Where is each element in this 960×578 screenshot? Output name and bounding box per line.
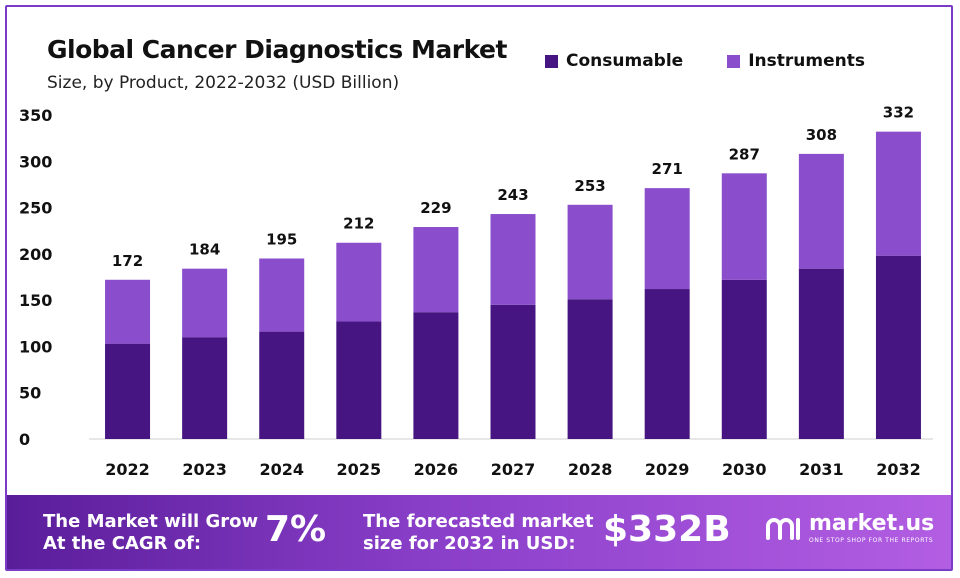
- bar-consumable-2025: [336, 321, 382, 439]
- bar-instruments-2022: [105, 279, 151, 344]
- x-tick-label: 2027: [491, 460, 536, 479]
- x-tick-label: 2024: [259, 460, 304, 479]
- x-tick-label: 2029: [645, 460, 690, 479]
- forecast-line-2: size for 2032 in USD:: [363, 533, 576, 554]
- chart-frame: Global Cancer Diagnostics Market Size, b…: [5, 5, 953, 571]
- data-label-total: 184: [189, 241, 220, 259]
- data-label-total: 271: [652, 160, 683, 178]
- y-tick-label: 150: [19, 291, 52, 310]
- footer-banner: The Market will Grow At the CAGR of: 7% …: [7, 495, 951, 569]
- y-tick-label: 250: [19, 199, 52, 218]
- x-tick-label: 2030: [722, 460, 767, 479]
- chart-title: Global Cancer Diagnostics Market: [47, 35, 507, 64]
- forecast-line-1: The forecasted market: [363, 511, 594, 532]
- forecast-value: $332B: [603, 509, 731, 550]
- legend-label-consumable: Consumable: [566, 51, 684, 71]
- bar-consumable-2030: [721, 279, 767, 439]
- legend: Consumable Instruments: [545, 51, 865, 71]
- bar-consumable-2032: [875, 255, 921, 439]
- brand-tagline: ONE STOP SHOP FOR THE REPORTS: [809, 537, 934, 544]
- cagr-text: The Market will Grow At the CAGR of:: [43, 511, 258, 555]
- data-label-total: 308: [806, 126, 837, 144]
- x-tick-label: 2032: [876, 460, 921, 479]
- data-label-total: 253: [574, 177, 605, 195]
- y-tick-label: 0: [19, 430, 30, 449]
- x-tick-label: 2025: [337, 460, 382, 479]
- bar-chart: 0 50 100 150 200 250 300 350 172 2022 184 2023 195 20…: [19, 104, 933, 479]
- bar-consumable-2028: [567, 299, 613, 439]
- bar-consumable-2027: [490, 304, 536, 439]
- cagr-line-2: At the CAGR of:: [43, 533, 202, 554]
- y-tick-label: 100: [19, 337, 52, 356]
- legend-swatch-consumable: [545, 54, 558, 68]
- brand-logo: market.us ONE STOP SHOP FOR THE REPORTS: [765, 513, 934, 544]
- data-label-total: 243: [497, 186, 528, 204]
- x-tick-label: 2031: [799, 460, 844, 479]
- market-us-logo-icon: [766, 517, 800, 540]
- forecast-text: The forecasted market size for 2032 in U…: [363, 511, 593, 555]
- brand-name: market.us: [809, 511, 935, 536]
- cagr-line-1: The Market will Grow: [43, 511, 259, 532]
- bar-instruments-2023: [182, 268, 228, 338]
- x-tick-label: 2026: [414, 460, 459, 479]
- bar-consumable-2022: [105, 343, 151, 439]
- bar-instruments-2030: [721, 173, 767, 280]
- chart-subtitle: Size, by Product, 2022-2032 (USD Billion…: [47, 73, 400, 93]
- bar-instruments-2028: [567, 204, 613, 300]
- x-tick-label: 2023: [182, 460, 227, 479]
- legend-item-instruments: Instruments: [727, 51, 865, 71]
- data-label-total: 332: [883, 104, 914, 122]
- bar-consumable-2029: [644, 289, 690, 439]
- bar-instruments-2032: [875, 131, 921, 256]
- x-tick-label: 2022: [105, 460, 150, 479]
- y-tick-label: 300: [19, 152, 52, 171]
- bar-instruments-2024: [259, 258, 305, 332]
- data-label-total: 212: [343, 215, 374, 233]
- data-label-total: 195: [266, 230, 297, 248]
- bar-instruments-2027: [490, 214, 536, 305]
- bar-consumable-2031: [798, 268, 844, 439]
- bar-consumable-2026: [413, 312, 459, 439]
- y-tick-label: 50: [19, 384, 41, 403]
- x-tick-label: 2028: [568, 460, 613, 479]
- bar-instruments-2031: [798, 153, 844, 269]
- y-tick-label: 200: [19, 245, 52, 264]
- bar-instruments-2029: [644, 188, 690, 290]
- legend-label-instruments: Instruments: [748, 51, 865, 71]
- y-tick-label: 350: [19, 106, 52, 125]
- bar-consumable-2023: [182, 337, 228, 439]
- bar-instruments-2025: [336, 242, 382, 322]
- data-label-total: 287: [729, 145, 760, 163]
- bar-instruments-2026: [413, 227, 459, 313]
- cagr-value: 7%: [265, 509, 327, 550]
- bar-consumable-2024: [259, 331, 305, 439]
- data-label-total: 229: [420, 199, 451, 217]
- legend-item-consumable: Consumable: [545, 51, 683, 71]
- legend-swatch-instruments: [727, 54, 741, 68]
- data-label-total: 172: [112, 252, 143, 270]
